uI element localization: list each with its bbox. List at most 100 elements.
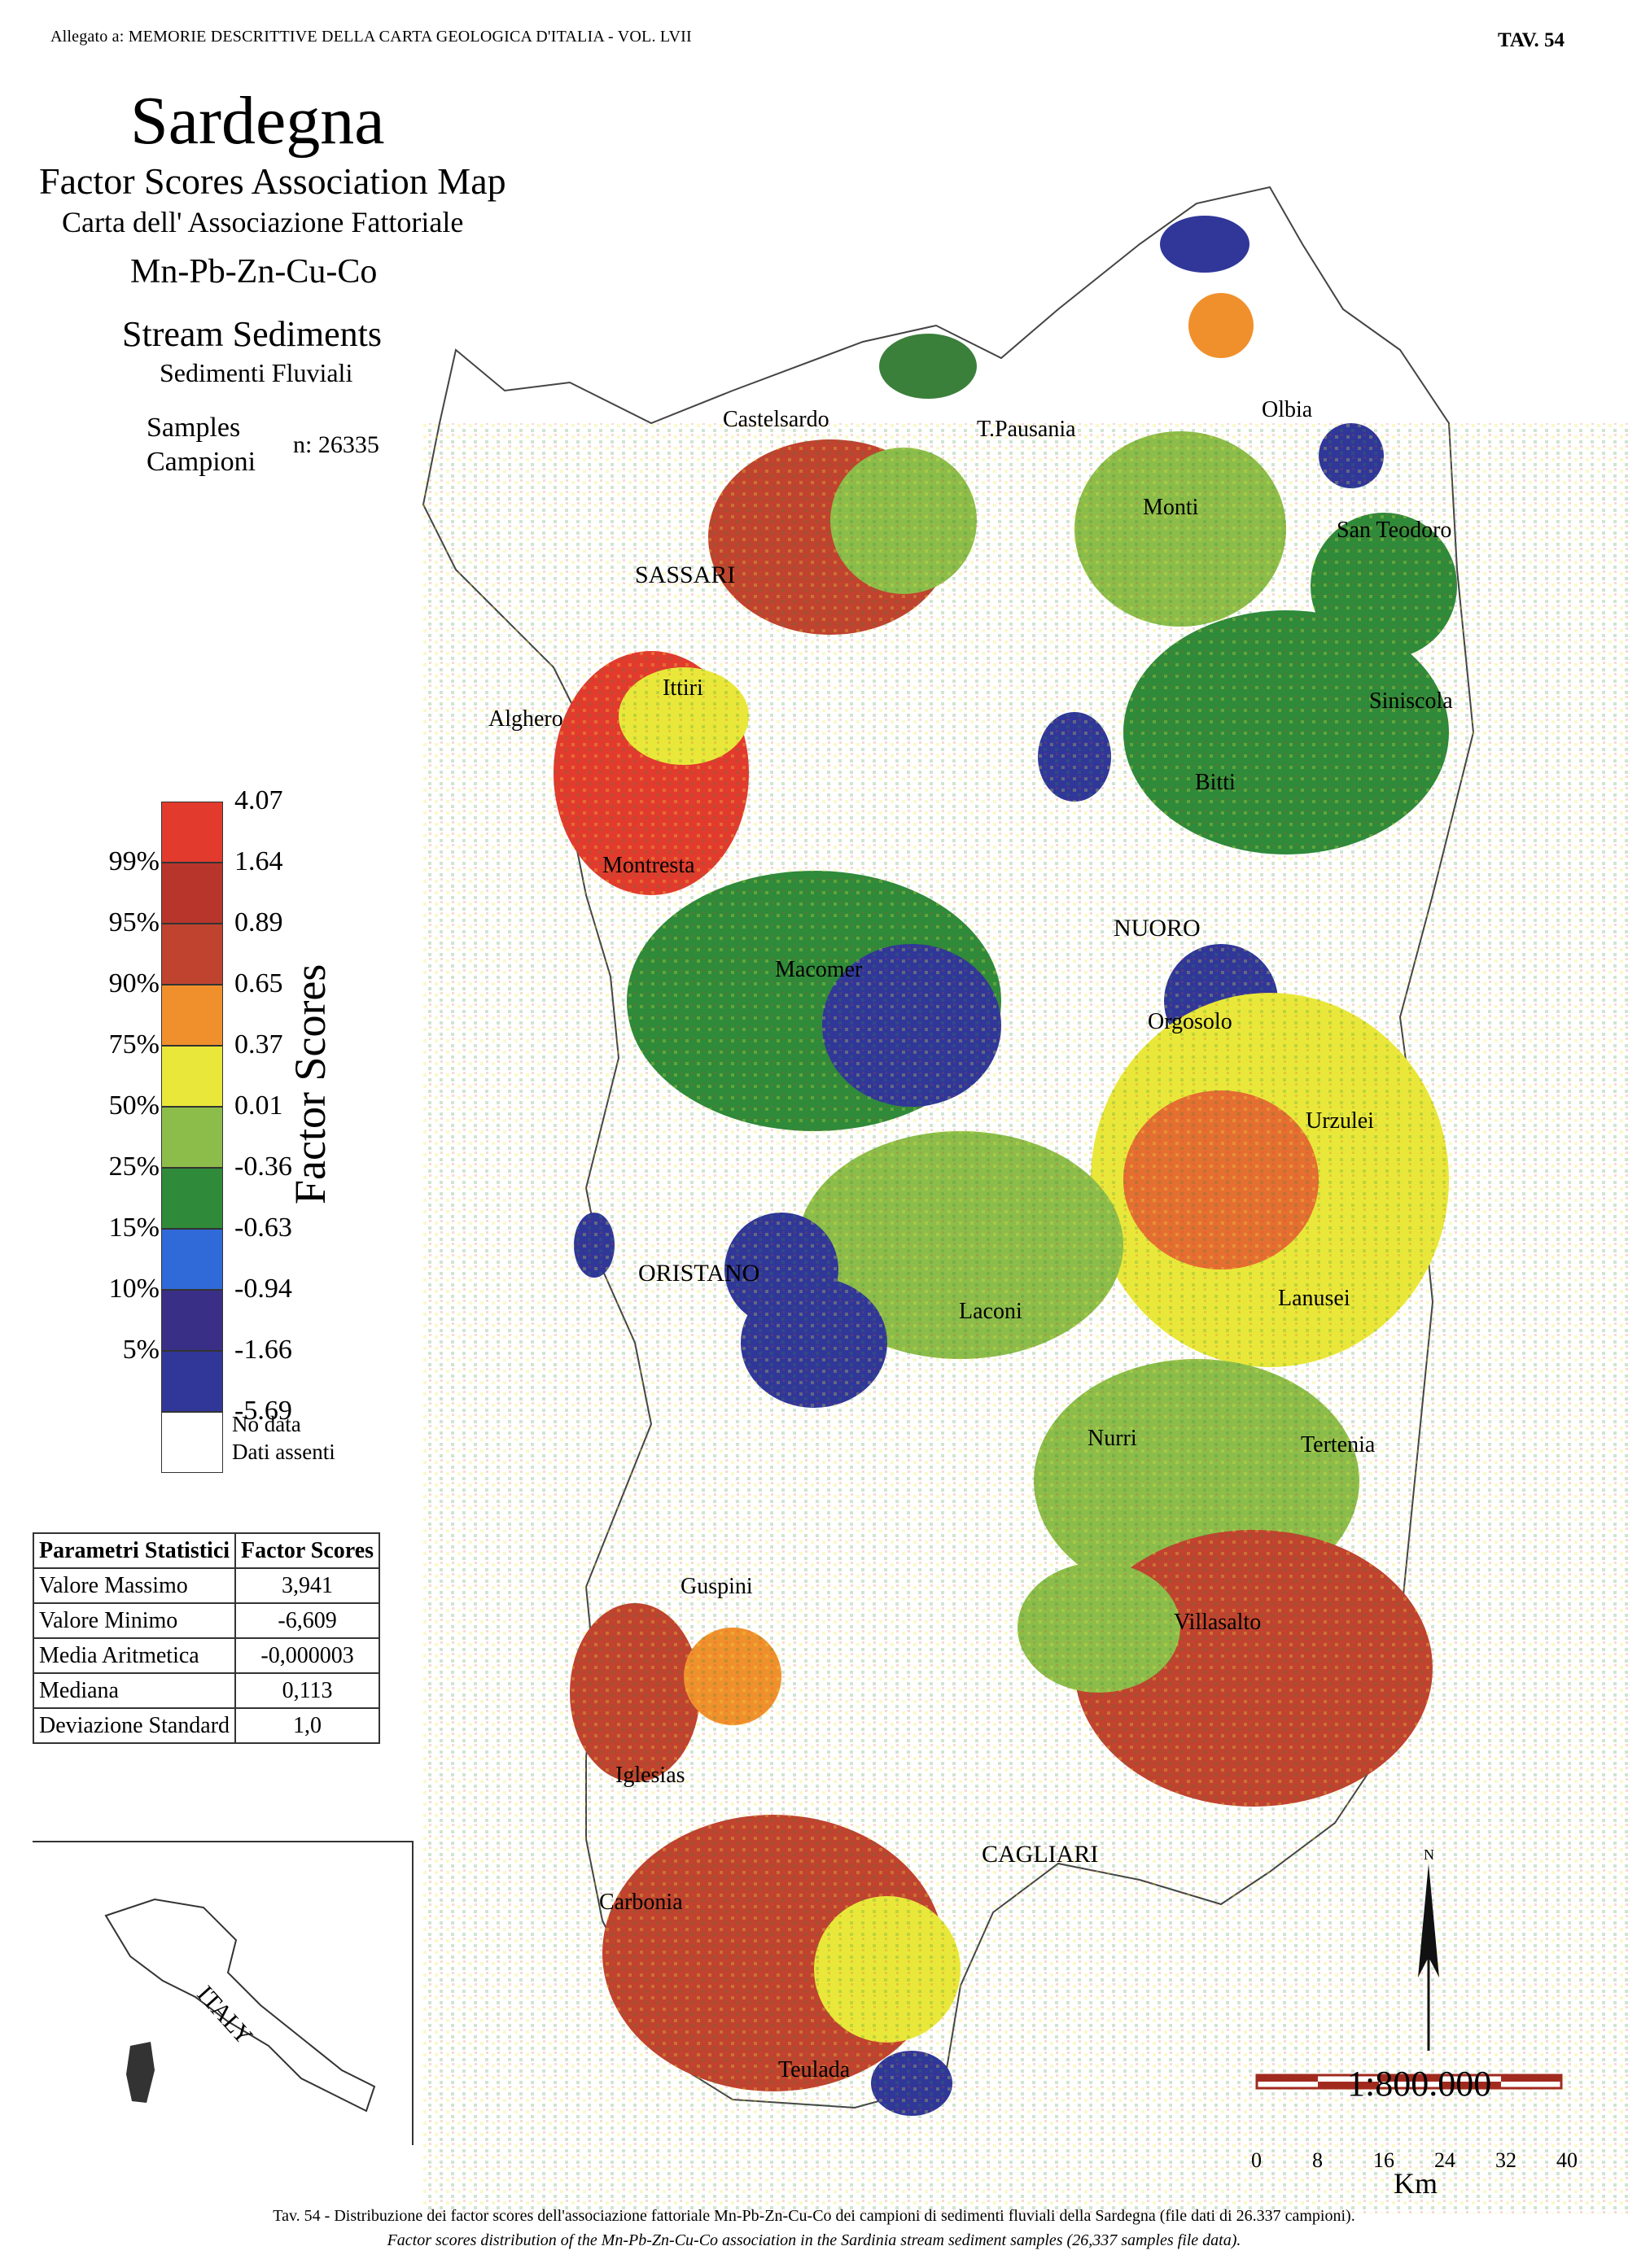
scale-tick: 0 (1251, 2148, 1262, 2172)
table-row: Valore Massimo 3,941 (32, 1567, 381, 1604)
legend-swatch (161, 1107, 223, 1168)
legend-value: -0.94 (234, 1274, 292, 1304)
scale-ratio: 1:800.000 (1347, 2064, 1492, 2104)
legend-percentile: 15% (108, 1213, 160, 1243)
stat-value: 0,113 (234, 1672, 381, 1709)
stat-label: Valore Minimo (32, 1602, 237, 1639)
legend-nodata-en: No data (232, 1412, 301, 1436)
place-ittiri: Ittiri (663, 675, 703, 701)
stat-label: Media Aritmetica (32, 1637, 237, 1674)
stat-value: 3,941 (234, 1567, 381, 1604)
caption-italian: Tav. 54 - Distribuzione dei factor score… (273, 2207, 1355, 2225)
legend-value: 4.07 (234, 785, 283, 815)
place-guspini: Guspini (681, 1574, 753, 1599)
legend-percentile: 50% (108, 1090, 160, 1121)
legend-value: 0.01 (234, 1090, 283, 1121)
legend-value: 1.64 (234, 846, 283, 876)
scale-tick: 16 (1373, 2148, 1394, 2172)
legend-nodata-it: Dati assenti (232, 1440, 335, 1464)
stat-value: -0,000003 (234, 1637, 381, 1674)
legend-swatch (161, 924, 223, 985)
place-macomer: Macomer (775, 957, 863, 982)
caption-english: Factor scores distribution of the Mn-Pb-… (387, 2231, 1241, 2249)
place-tertenia: Tertenia (1301, 1432, 1376, 1457)
legend-swatch (161, 863, 223, 924)
north-arrow-icon (1418, 1864, 1439, 2051)
medium-en: Stream Sediments (122, 314, 382, 354)
place-montresta: Montresta (602, 853, 695, 878)
legend-swatch-nodata (161, 1412, 223, 1473)
place-cagliari: CAGLIARI (982, 1841, 1099, 1868)
table-header: Factor Scores (234, 1532, 381, 1569)
legend-swatch (161, 1290, 223, 1351)
header-volume: Allegato a: MEMORIE DESCRITTIVE DELLA CA… (50, 28, 692, 46)
samples-label-it: Campioni (147, 447, 256, 477)
legend-percentile: 5% (122, 1335, 160, 1365)
table-row: Valore Minimo -6,609 (32, 1602, 381, 1639)
element-association: Mn-Pb-Zn-Cu-Co (130, 253, 378, 291)
legend-value: -0.36 (234, 1151, 292, 1182)
legend-value: 0.65 (234, 968, 283, 999)
place-pausania: T.Pausania (977, 417, 1076, 442)
legend-percentile: 10% (108, 1274, 160, 1304)
scale-unit: Km (1394, 2167, 1438, 2200)
place-olbia: Olbia (1262, 397, 1313, 422)
legend-swatch (161, 1351, 223, 1412)
legend-swatch (161, 1229, 223, 1290)
legend-value: -1.66 (234, 1335, 292, 1365)
samples-count: n: 26335 (293, 431, 379, 458)
legend-nodata-label: No data Dati assenti (232, 1410, 335, 1466)
place-alghero: Alghero (488, 706, 563, 732)
place-teulada: Teulada (778, 2057, 851, 2082)
legend-swatch (161, 802, 223, 863)
scale-tick: 8 (1312, 2148, 1323, 2172)
place-villasalto: Villasalto (1174, 1610, 1262, 1635)
legend-value: 0.89 (234, 907, 283, 937)
place-castelsardo: Castelsardo (723, 407, 829, 432)
north-label: N (1424, 1846, 1434, 1863)
scale-tick: 32 (1495, 2148, 1516, 2172)
table-row: Mediana 0,113 (32, 1672, 381, 1709)
legend-percentile: 25% (108, 1151, 160, 1182)
legend-percentile: 95% (108, 907, 160, 937)
legend-percentile: 75% (108, 1029, 160, 1060)
map-subtitle-it: Carta dell' Associazione Fattoriale (62, 206, 464, 238)
legend-value: -5.69 (234, 1396, 292, 1426)
map-title: Sardegna (130, 83, 385, 159)
place-carbonia: Carbonia (599, 1890, 683, 1915)
stat-label: Mediana (32, 1672, 237, 1709)
table-row: Deviazione Standard 1,0 (32, 1707, 381, 1744)
score-patches (423, 216, 1628, 2213)
legend-percentile: 99% (108, 846, 160, 876)
legend-swatch (161, 1046, 223, 1107)
stat-value: -6,609 (234, 1602, 381, 1639)
place-oristano: ORISTANO (638, 1260, 760, 1287)
medium-it: Sedimenti Fluviali (160, 358, 353, 387)
place-laconi: Laconi (959, 1299, 1022, 1324)
table-header-row: Parametri Statistici Factor Scores (32, 1532, 381, 1569)
samples-label-en: Samples (147, 413, 241, 443)
legend-percentile: 90% (108, 968, 160, 999)
stat-label: Valore Massimo (32, 1567, 237, 1604)
stat-label: Deviazione Standard (32, 1707, 237, 1744)
place-nurri: Nurri (1088, 1426, 1137, 1451)
legend-swatch (161, 1168, 223, 1229)
scale-tick: 24 (1434, 2148, 1455, 2172)
place-monti: Monti (1143, 495, 1199, 520)
legend-title: Factor Scores (286, 964, 335, 1204)
place-nuoro: NUORO (1114, 915, 1201, 942)
place-bitti: Bitti (1195, 770, 1236, 795)
stat-value: 1,0 (234, 1707, 381, 1744)
place-iglesias: Iglesias (615, 1763, 685, 1788)
legend-value: -0.63 (234, 1213, 292, 1243)
place-sassari: SASSARI (635, 562, 736, 588)
header-plate: TAV. 54 (1498, 29, 1565, 51)
place-lanusei: Lanusei (1278, 1286, 1350, 1311)
statistics-table: Parametri Statistici Factor Scores Valor… (32, 1532, 381, 1744)
place-siniscola: Siniscola (1369, 688, 1453, 714)
samples-label: Samples Campioni (147, 411, 256, 479)
italy-inset-map: ITALY (33, 1841, 414, 2145)
place-urzulei: Urzulei (1306, 1108, 1374, 1134)
table-header: Parametri Statistici (32, 1532, 237, 1569)
place-santeodoro: San Teodoro (1337, 518, 1452, 543)
